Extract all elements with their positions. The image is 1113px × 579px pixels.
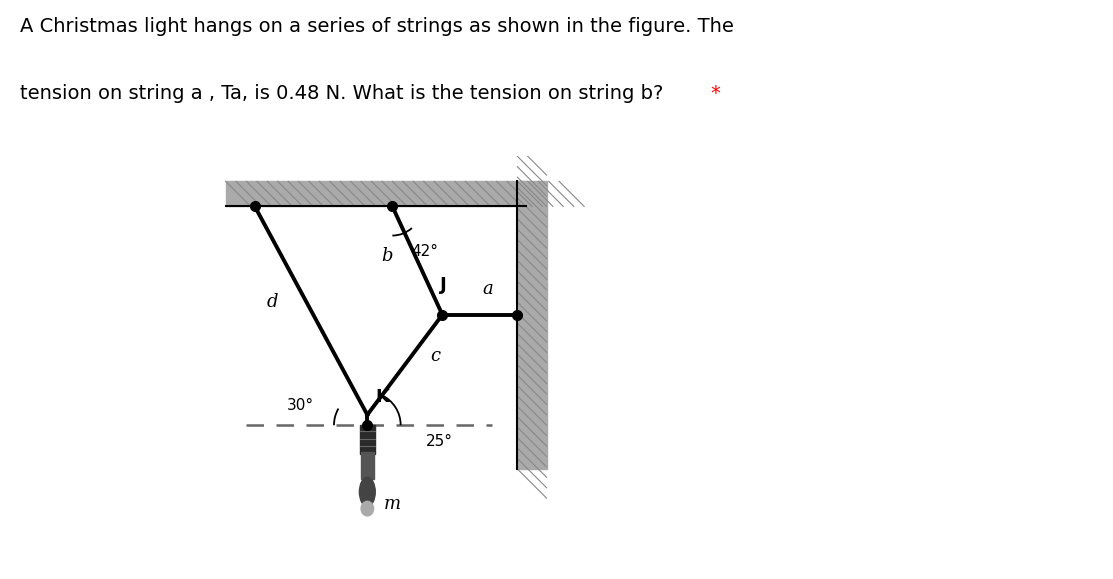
Text: 30°: 30°: [287, 398, 314, 413]
Ellipse shape: [359, 477, 375, 507]
Text: A Christmas light hangs on a series of strings as shown in the figure. The: A Christmas light hangs on a series of s…: [20, 17, 733, 36]
Bar: [226, 181, 525, 206]
Text: d: d: [266, 293, 278, 312]
Text: b: b: [381, 247, 393, 265]
Text: J: J: [441, 276, 447, 294]
Ellipse shape: [361, 501, 374, 516]
Bar: [361, 452, 374, 479]
Text: 25°: 25°: [425, 434, 453, 449]
Text: K: K: [376, 389, 390, 406]
Text: 42°: 42°: [411, 244, 439, 259]
Text: m: m: [384, 496, 401, 514]
Text: *: *: [710, 84, 720, 103]
Bar: [518, 181, 546, 469]
Bar: [359, 425, 375, 455]
Text: a: a: [483, 280, 493, 298]
Text: tension on string a , Ta, is 0.48 N. What is the tension on string b?: tension on string a , Ta, is 0.48 N. Wha…: [20, 84, 670, 103]
Text: c: c: [430, 347, 440, 365]
